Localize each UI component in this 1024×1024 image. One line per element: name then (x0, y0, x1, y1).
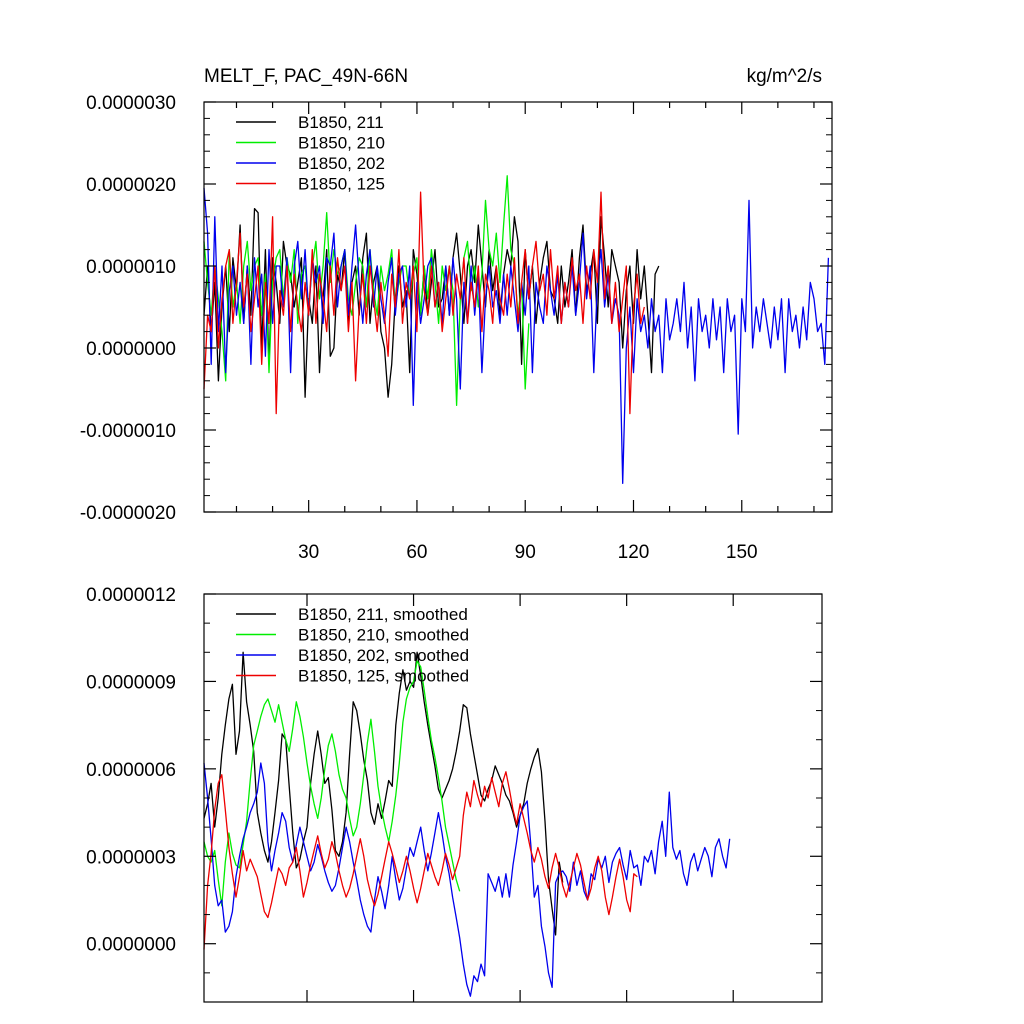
bottom-axes: 0.0000012 0.0000009 0.0000006 0.0000003 0.00… (86, 585, 823, 1003)
top-x-tick-label: 120 (618, 542, 650, 563)
bottom-y-tick-label: 0.0000009 (86, 672, 176, 693)
bottom-y-tick-label: 0.0000003 (86, 847, 176, 868)
top-x-tick-label: 30 (298, 542, 319, 563)
top-series-lines (203, 175, 830, 484)
top-y-tick-label: -0.0000020 (80, 503, 176, 524)
top-series-line-1 (203, 175, 530, 407)
top-x-tick-label: 60 (406, 542, 427, 563)
top-axes: 0.0000030 0.0000020 0.0000010 0.0000000 -0.0… (80, 93, 833, 563)
bottom-y-tick-label: 0.0000000 (86, 935, 176, 956)
top-plot-frame (203, 101, 833, 513)
top-y-tick-label: 0.0000010 (86, 257, 176, 278)
top-x-tick-label: 150 (726, 542, 758, 563)
top-y-tick-label: -0.0000010 (80, 421, 176, 442)
top-y-tick-label: 0.0000000 (86, 339, 176, 360)
bottom-legend-label: B1850, 202, smoothed (298, 646, 469, 665)
top-x-tick-label: 90 (515, 542, 536, 563)
bottom-plot-frame (203, 593, 823, 1003)
bottom-series-lines (203, 651, 731, 997)
top-legend-label: B1850, 211 (298, 113, 384, 132)
bottom-legend-label: B1850, 125, smoothed (298, 667, 469, 686)
bottom-series-line-3 (203, 771, 638, 950)
bottom-y-tick-label: 0.0000006 (86, 760, 176, 781)
top-legend-label: B1850, 202 (298, 154, 385, 173)
bottom-series-line-1 (203, 660, 461, 907)
chart-units: kg/m^2/s (747, 66, 822, 87)
top-panel: MELT_F, PAC_49N-66N kg/m^2/s 0.00000300.… (80, 66, 833, 563)
top-y-tick-label: 0.0000020 (86, 175, 176, 196)
bottom-panel: 0.0000012 0.0000009 0.0000006 0.0000003 0.00… (86, 585, 823, 1003)
top-y-tick-label: 0.0000030 (86, 93, 176, 114)
chart-title: MELT_F, PAC_49N-66N (204, 66, 408, 87)
bottom-series-line-2 (203, 762, 731, 997)
bottom-legend-label: B1850, 210, smoothed (298, 626, 469, 645)
top-legend-label: B1850, 210 (298, 134, 385, 153)
bottom-y-tick-label: 0.0000012 (86, 585, 176, 606)
top-legend-label: B1850, 125 (298, 175, 385, 194)
top-series-line-3 (203, 191, 645, 415)
bottom-series-line-0 (203, 651, 564, 936)
top-series-line-0 (203, 207, 660, 398)
bottom-legend-label: B1850, 211, smoothed (298, 605, 468, 624)
bottom-legend: B1850, 211, smoothed B1850, 210, smoothed… (236, 605, 469, 686)
